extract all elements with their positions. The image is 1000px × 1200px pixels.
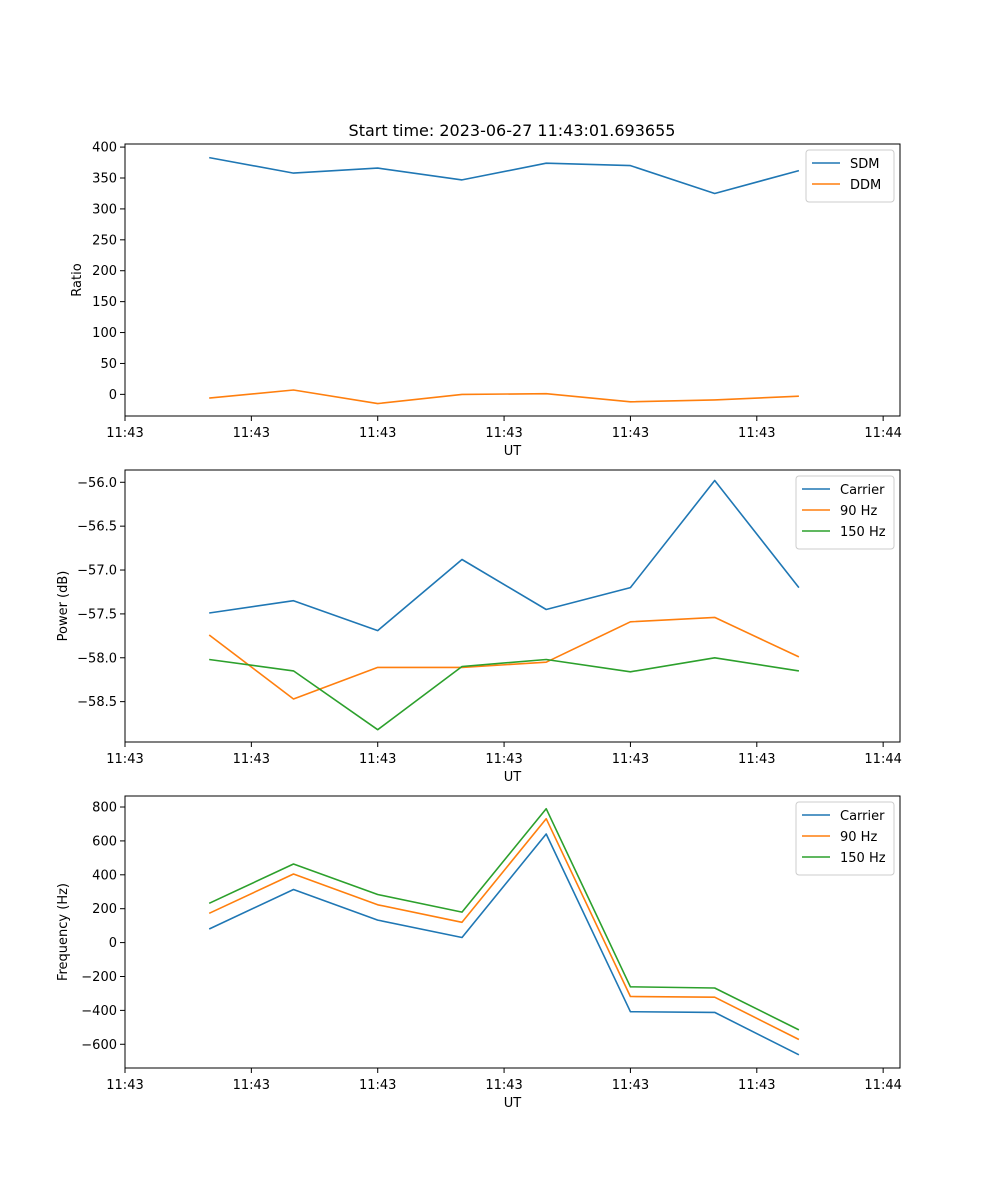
y-tick-label: 0 [109, 936, 117, 951]
y-tick-label: −57.0 [77, 564, 117, 579]
y-tick-label: −58.5 [77, 695, 117, 710]
series-line-carrier [208, 833, 800, 1056]
y-tick-label: −400 [81, 1004, 117, 1019]
chart-panel-2: 11:43 11:43 11:43 11:43 11:43 11:43 11:44 −58.5… [56, 469, 902, 785]
x-tick-label: 11:43 [106, 1078, 143, 1093]
x-tick-label: 11:43 [738, 1078, 775, 1093]
legend-label: 150 Hz [840, 525, 886, 540]
x-tick-label: 11:43 [738, 752, 775, 767]
y-tick-label: 400 [92, 868, 117, 883]
legend-label: 90 Hz [840, 504, 877, 519]
x-tick-label: 11:43 [359, 1078, 396, 1093]
x-tick-label: 11:44 [864, 426, 901, 441]
series-line-150-hz [209, 656, 800, 731]
y-tick-label: −200 [81, 970, 117, 985]
y-tick-label: 300 [92, 202, 117, 217]
y-tick-label: 100 [92, 326, 117, 341]
figure-title: Start time: 2023-06-27 11:43:01.693655 [349, 121, 676, 140]
y-tick-label: −600 [81, 1038, 117, 1053]
y-tick-label: 200 [92, 902, 117, 917]
x-tick-label: 11:43 [359, 426, 396, 441]
x-tick-label: 11:43 [106, 752, 143, 767]
y-tick-label: 0 [109, 388, 117, 403]
x-tick-label: 11:43 [485, 752, 522, 767]
y-tick-label: 600 [92, 834, 117, 849]
legend-label: Carrier [840, 483, 885, 498]
x-axis-label: UT [504, 1096, 522, 1111]
y-tick-label: 250 [92, 233, 117, 248]
series-line-150-hz [208, 807, 800, 1031]
x-tick-label: 11:43 [359, 752, 396, 767]
y-tick-label: 350 [92, 172, 117, 187]
legend-label: Carrier [840, 809, 885, 824]
series-line-carrier [209, 479, 800, 632]
x-tick-label: 11:43 [485, 426, 522, 441]
chart-panel-1: 11:43 11:43 11:43 11:43 11:43 11:43 11:44 0 50 10… [70, 141, 902, 459]
legend-label: SDM [850, 157, 879, 172]
axes-frame [124, 795, 901, 1069]
x-tick-label: 11:43 [738, 426, 775, 441]
x-tick-label: 11:43 [233, 1078, 270, 1093]
x-tick-label: 11:43 [485, 1078, 522, 1093]
axes-frame [124, 469, 901, 743]
y-axis-label: Ratio [70, 263, 85, 296]
y-tick-label: 800 [92, 801, 117, 816]
legend-label: 90 Hz [840, 830, 877, 845]
series-line-90-hz [208, 817, 800, 1041]
chart-panels: 11:43 11:43 11:43 11:43 11:43 11:43 11:44 0 50 10… [56, 141, 902, 1111]
y-tick-label: 150 [92, 295, 117, 310]
x-tick-label: 11:44 [864, 1078, 901, 1093]
y-tick-label: −57.5 [77, 607, 117, 622]
x-tick-label: 11:43 [612, 426, 649, 441]
legend: Carrier 90 Hz 150 Hz [795, 475, 895, 550]
x-tick-label: 11:43 [233, 752, 270, 767]
series-line-ddm [209, 389, 799, 405]
legend-label: 150 Hz [840, 851, 886, 866]
legend: SDM DDM [805, 149, 895, 203]
y-axis-label: Frequency (Hz) [56, 883, 71, 981]
axes-frame [124, 143, 901, 417]
x-tick-label: 11:43 [612, 752, 649, 767]
chart-panel-3: 11:43 11:43 11:43 11:43 11:43 11:43 11:44 −600 −… [56, 795, 902, 1111]
series-line-sdm [209, 156, 800, 195]
series-line-90-hz [208, 616, 800, 700]
y-tick-label: 50 [100, 357, 117, 372]
y-tick-label: −56.5 [77, 520, 117, 535]
legend: Carrier 90 Hz 150 Hz [795, 801, 895, 876]
y-tick-label: −56.0 [77, 476, 117, 491]
legend-label: DDM [850, 178, 881, 193]
x-tick-label: 11:43 [106, 426, 143, 441]
y-axis-label: Power (dB) [56, 571, 71, 642]
y-tick-label: 400 [92, 141, 117, 156]
x-axis-label: UT [504, 770, 522, 785]
y-tick-label: −58.0 [77, 651, 117, 666]
x-tick-label: 11:44 [864, 752, 901, 767]
x-tick-label: 11:43 [612, 1078, 649, 1093]
y-tick-label: 200 [92, 264, 117, 279]
x-axis-label: UT [504, 444, 522, 459]
x-tick-label: 11:43 [233, 426, 270, 441]
